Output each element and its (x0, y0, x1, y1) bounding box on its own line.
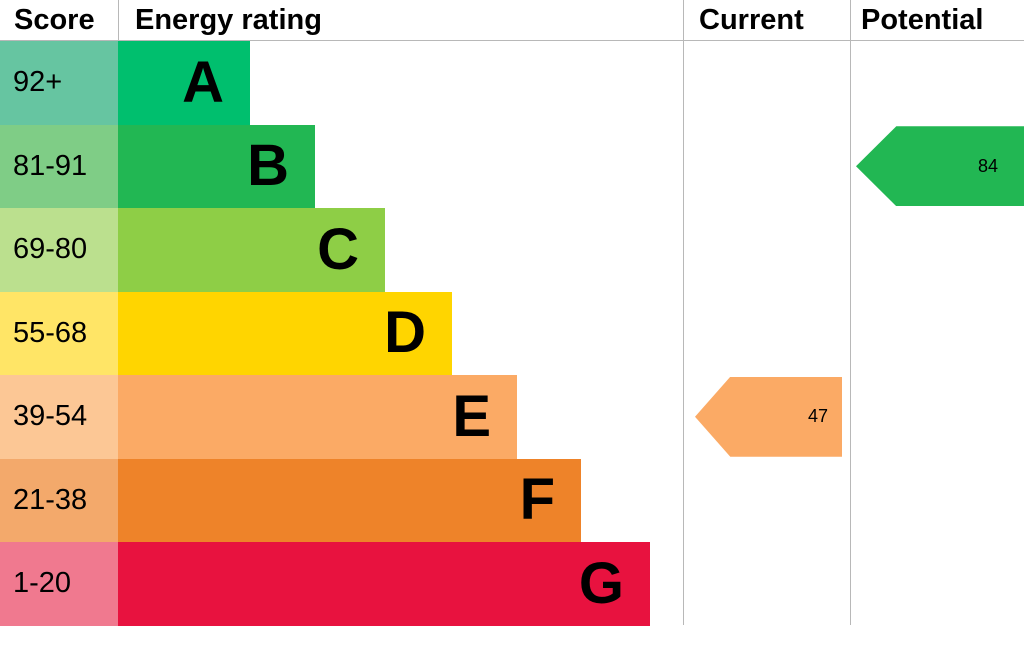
bar-area: F (118, 458, 683, 542)
band-letter: B (247, 133, 289, 199)
header-energy-rating: Energy rating (135, 4, 322, 36)
potential-cell (850, 208, 1024, 292)
column-divider (118, 0, 119, 41)
band-letter: G (578, 550, 624, 616)
rating-bar: C (118, 208, 385, 292)
current-cell (683, 542, 850, 626)
current-cell (683, 41, 850, 125)
score-cell: 1-20 (0, 542, 118, 626)
current-cell: 47 (683, 375, 850, 459)
header-current: Current (699, 4, 804, 36)
potential-value: 84 (977, 155, 998, 176)
column-divider (683, 0, 684, 625)
score-cell: 92+ (0, 41, 118, 125)
header-score: Score (14, 4, 95, 36)
bar-area: E (118, 375, 683, 459)
score-cell: 55-68 (0, 291, 118, 375)
band-letter: C (317, 216, 359, 282)
band-row: 21-38 F (0, 458, 1024, 543)
header-divider (0, 40, 1024, 41)
rating-bar: B (118, 124, 315, 208)
potential-cell (850, 459, 1024, 543)
rating-bar: G (118, 542, 650, 626)
potential-arrow: 84 (856, 126, 1024, 207)
current-cell (683, 459, 850, 543)
band-row: 39-54 E 47 (0, 375, 1024, 459)
band-row: 69-80 C (0, 208, 1024, 292)
score-cell: 21-38 (0, 458, 118, 542)
column-divider (850, 0, 851, 625)
score-cell: 69-80 (0, 208, 118, 292)
rating-bar: F (118, 458, 581, 542)
bar-area: B (118, 124, 683, 208)
rating-bar: E (118, 375, 517, 459)
rating-bar: A (118, 41, 250, 125)
score-cell: 39-54 (0, 375, 118, 459)
current-cell (683, 125, 850, 209)
current-value: 47 (807, 406, 828, 427)
current-cell (683, 208, 850, 292)
header-row: Score Energy rating Current Potential (0, 0, 1024, 41)
potential-cell (850, 375, 1024, 459)
band-row: 55-68 D (0, 291, 1024, 376)
band-letter: A (182, 49, 224, 115)
band-letter: F (519, 467, 555, 533)
bar-area: C (118, 208, 683, 292)
current-arrow: 47 (695, 376, 842, 457)
bar-area: G (118, 542, 683, 626)
potential-cell: 84 (850, 125, 1024, 209)
band-letter: D (384, 300, 426, 366)
potential-cell (850, 542, 1024, 626)
header-potential: Potential (861, 4, 984, 36)
potential-cell (850, 292, 1024, 376)
bar-area: A (118, 41, 683, 125)
band-letter: E (452, 383, 491, 449)
bar-area: D (118, 291, 683, 375)
band-row: 81-91 B 84 (0, 124, 1024, 209)
current-cell (683, 292, 850, 376)
band-row: 1-20 G (0, 542, 1024, 626)
potential-cell (850, 41, 1024, 125)
rating-bar: D (118, 291, 452, 375)
band-row: 92+ A (0, 41, 1024, 125)
score-cell: 81-91 (0, 124, 118, 208)
